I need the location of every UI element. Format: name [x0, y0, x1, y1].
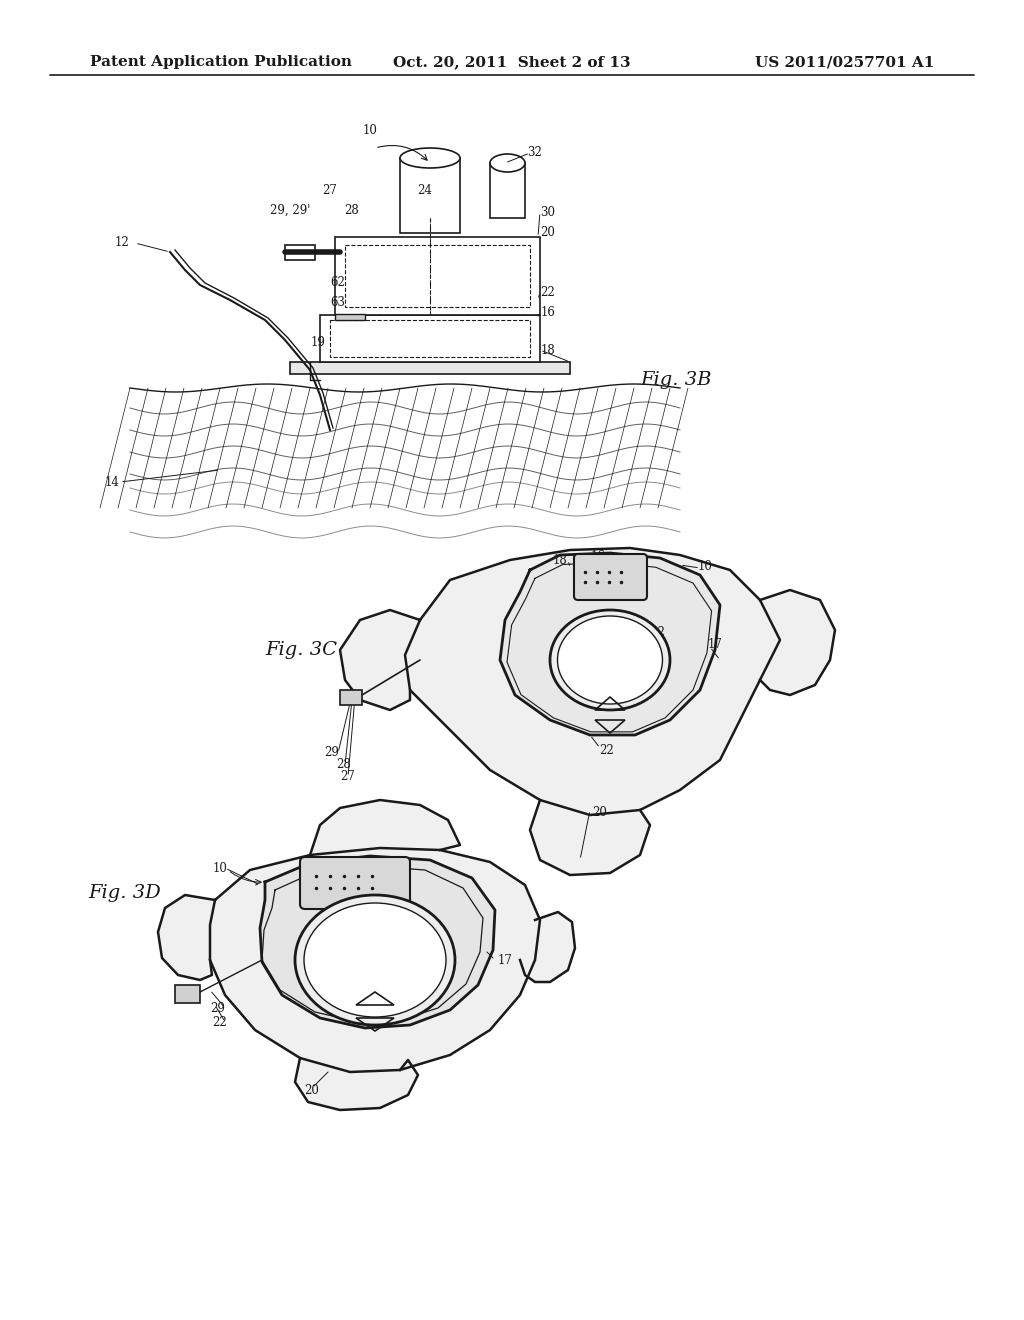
Polygon shape: [295, 1059, 418, 1110]
FancyBboxPatch shape: [300, 857, 410, 909]
Ellipse shape: [295, 895, 455, 1026]
Text: 16: 16: [591, 550, 605, 564]
Text: 28: 28: [345, 203, 359, 216]
Text: 18: 18: [553, 553, 567, 566]
Text: 16: 16: [541, 305, 555, 318]
Text: 20: 20: [541, 226, 555, 239]
Bar: [285, 246, 315, 260]
Text: 14: 14: [104, 475, 120, 488]
Text: Fig. 3B: Fig. 3B: [640, 371, 712, 389]
Ellipse shape: [550, 610, 670, 710]
Text: 29: 29: [211, 1002, 225, 1015]
Text: 17: 17: [498, 953, 512, 966]
Text: 28: 28: [337, 758, 351, 771]
Text: 12: 12: [115, 236, 129, 249]
Text: 22: 22: [213, 1015, 227, 1028]
Polygon shape: [406, 548, 780, 814]
Bar: [290, 362, 570, 374]
Bar: [490, 162, 525, 218]
Text: 22: 22: [541, 285, 555, 298]
Text: 18: 18: [541, 343, 555, 356]
Polygon shape: [760, 590, 835, 696]
Text: Patent Application Publication: Patent Application Publication: [90, 55, 352, 69]
Bar: [340, 690, 362, 705]
Polygon shape: [500, 553, 720, 735]
Bar: [400, 158, 460, 234]
Text: 32: 32: [527, 147, 543, 160]
Text: 29: 29: [325, 746, 339, 759]
Text: 10: 10: [362, 124, 378, 137]
Text: 30: 30: [541, 206, 555, 219]
Bar: [330, 319, 530, 356]
Text: 63: 63: [331, 297, 345, 309]
Text: 19: 19: [310, 335, 326, 348]
Text: 29, 29': 29, 29': [269, 203, 310, 216]
Text: 20: 20: [304, 1084, 319, 1097]
Bar: [319, 315, 540, 362]
Text: US 2011/0257701 A1: US 2011/0257701 A1: [755, 55, 934, 69]
Polygon shape: [260, 855, 495, 1028]
Text: Fig. 3D: Fig. 3D: [88, 884, 161, 902]
Bar: [335, 238, 540, 315]
Polygon shape: [310, 800, 460, 855]
Text: 16: 16: [367, 855, 381, 869]
Text: 62: 62: [331, 276, 345, 289]
Polygon shape: [340, 610, 420, 710]
Text: 18: 18: [310, 858, 326, 871]
Text: 17: 17: [708, 639, 723, 652]
Ellipse shape: [400, 148, 460, 168]
Text: 27: 27: [323, 183, 338, 197]
Text: 10: 10: [697, 561, 713, 573]
Ellipse shape: [304, 903, 446, 1016]
Text: 32: 32: [650, 627, 666, 639]
Polygon shape: [210, 847, 540, 1072]
Text: 22: 22: [600, 743, 614, 756]
Bar: [175, 985, 200, 1003]
Text: 27: 27: [341, 770, 355, 783]
Ellipse shape: [557, 616, 663, 704]
Text: 10: 10: [213, 862, 227, 874]
Bar: [335, 314, 365, 319]
FancyBboxPatch shape: [574, 554, 647, 601]
Ellipse shape: [490, 154, 525, 172]
Text: Oct. 20, 2011  Sheet 2 of 13: Oct. 20, 2011 Sheet 2 of 13: [393, 55, 631, 69]
Text: 32: 32: [425, 939, 439, 952]
Polygon shape: [530, 800, 650, 875]
Text: 20: 20: [593, 805, 607, 818]
Polygon shape: [520, 912, 575, 982]
Polygon shape: [158, 895, 215, 979]
Bar: [345, 246, 530, 308]
Text: Fig. 3C: Fig. 3C: [265, 642, 337, 659]
Text: 24: 24: [418, 183, 432, 197]
